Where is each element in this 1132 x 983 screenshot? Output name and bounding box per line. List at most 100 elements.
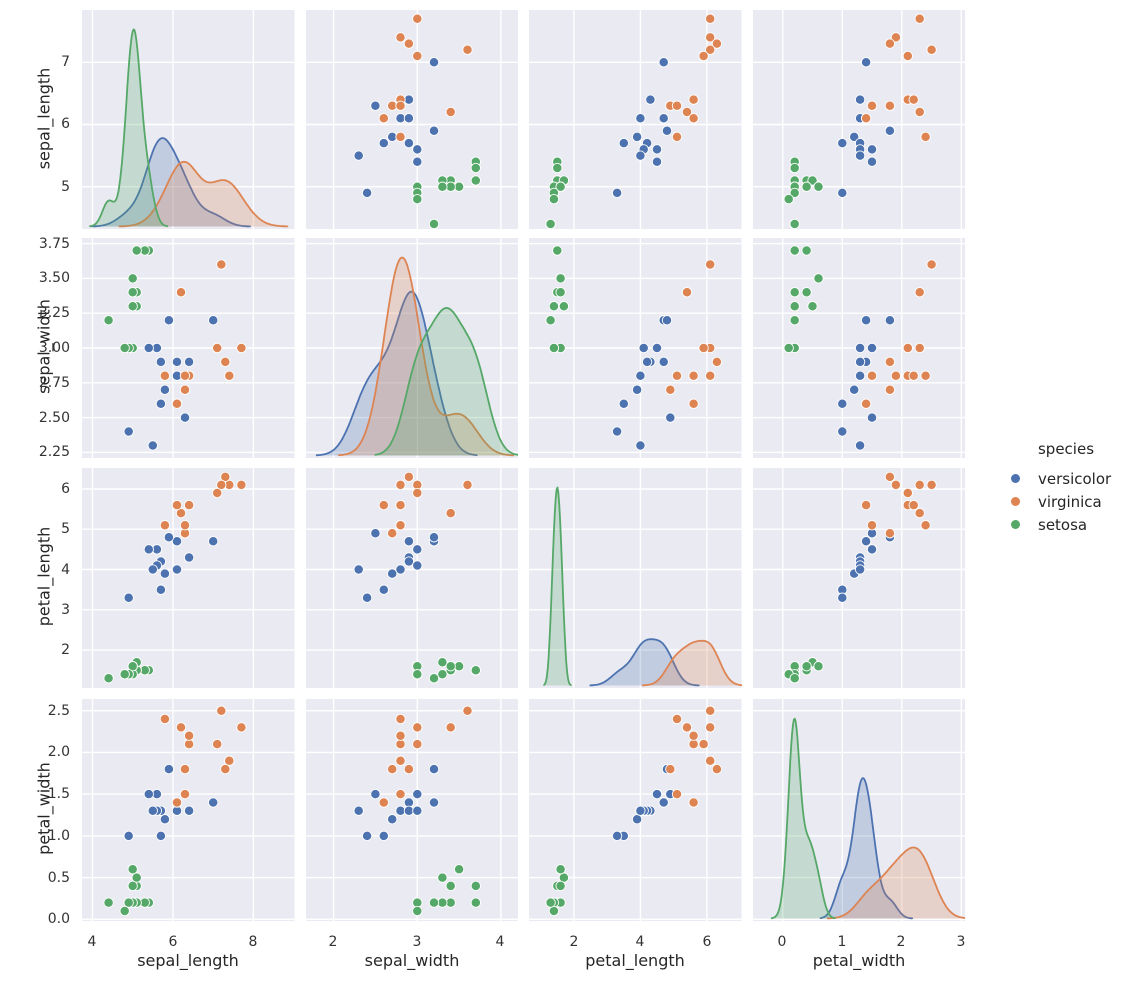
point-versicolor	[386, 814, 397, 825]
x-tick-label: 2	[328, 934, 338, 950]
point-versicolor	[618, 398, 629, 409]
point-versicolor	[378, 830, 389, 842]
point-setosa	[127, 301, 138, 312]
point-setosa	[800, 245, 812, 256]
point-virginica	[179, 370, 191, 381]
panel-scatter-sepal_length-vs-sepal_width	[305, 10, 518, 229]
point-versicolor	[866, 412, 877, 423]
point-versicolor	[403, 137, 414, 149]
legend-label-versicolor: versicolor	[1038, 469, 1112, 488]
point-versicolor	[428, 57, 439, 68]
point-virginica	[216, 259, 227, 270]
point-virginica	[445, 722, 456, 733]
kde-curve-versicolor	[819, 777, 913, 920]
point-virginica	[183, 730, 195, 741]
y-tick-label: 5	[61, 179, 70, 195]
panel-kde-petal_length	[529, 468, 742, 688]
y-tick-label: 2.50	[38, 410, 70, 426]
point-versicolor	[394, 564, 406, 575]
point-setosa	[411, 905, 422, 917]
point-virginica	[866, 370, 877, 381]
point-virginica	[671, 131, 683, 143]
point-virginica	[671, 788, 683, 800]
point-versicolor	[386, 568, 397, 579]
point-virginica	[216, 479, 227, 491]
kde-curve-versicolor	[589, 638, 700, 687]
point-virginica	[688, 730, 699, 741]
panel-scatter-sepal_width-vs-petal_length	[529, 238, 742, 458]
panel-scatter-petal_length-vs-sepal_width	[305, 468, 518, 688]
point-setosa	[127, 287, 138, 298]
legend-marker-versicolor-icon	[1011, 474, 1020, 483]
point-versicolor	[658, 57, 669, 68]
point-virginica	[902, 487, 913, 499]
point-versicolor	[171, 564, 183, 575]
point-versicolor	[361, 830, 372, 842]
y-tick-label: 5	[61, 521, 70, 537]
y-tick-label: 7	[61, 54, 70, 70]
point-setosa	[812, 661, 824, 672]
point-setosa	[789, 287, 800, 298]
point-virginica	[902, 342, 913, 354]
point-setosa	[470, 665, 481, 676]
point-virginica	[919, 131, 931, 143]
point-setosa	[548, 301, 560, 312]
point-virginica	[394, 730, 406, 741]
x-tick-label: 0	[777, 934, 787, 950]
x-tick-label: 4	[87, 934, 97, 950]
point-versicolor	[658, 113, 669, 124]
point-virginica	[171, 398, 183, 409]
point-versicolor	[618, 137, 629, 149]
panel-kde-petal_width	[752, 699, 965, 921]
point-setosa	[127, 880, 138, 892]
point-versicolor	[143, 342, 154, 354]
point-versicolor	[369, 788, 381, 800]
point-versicolor	[854, 150, 865, 161]
point-versicolor	[651, 342, 663, 354]
point-setosa	[131, 872, 142, 883]
y-tick-label: 3.00	[38, 340, 70, 356]
point-setosa	[103, 897, 114, 908]
point-virginica	[386, 528, 397, 539]
point-virginica	[681, 106, 693, 118]
point-versicolor	[403, 536, 414, 547]
point-virginica	[884, 38, 895, 49]
point-versicolor	[848, 131, 859, 143]
x-axis-label-petal-length: petal_length	[585, 951, 685, 970]
point-setosa	[119, 669, 130, 680]
y-tick-label: 6	[61, 116, 70, 132]
point-virginica	[386, 763, 397, 775]
x-tick-label: 3	[956, 934, 966, 950]
point-setosa	[812, 181, 824, 192]
panel-scatter-sepal_width-vs-petal_width	[752, 238, 965, 458]
point-versicolor	[163, 763, 175, 775]
point-setosa	[783, 193, 794, 205]
point-virginica	[212, 738, 223, 750]
panel-scatter-petal_length-vs-petal_width	[752, 468, 965, 688]
point-virginica	[925, 259, 937, 270]
point-virginica	[681, 287, 693, 298]
point-setosa	[119, 905, 130, 917]
point-versicolor	[836, 398, 847, 409]
point-virginica	[236, 722, 247, 733]
point-setosa	[800, 181, 812, 192]
point-virginica	[212, 487, 223, 499]
point-versicolor	[361, 592, 372, 603]
point-versicolor	[635, 440, 646, 451]
kde-fill-virginica	[338, 257, 513, 456]
point-virginica	[403, 38, 414, 49]
point-virginica	[688, 398, 699, 409]
point-virginica	[866, 520, 877, 531]
x-tick-label: 4	[635, 934, 645, 950]
point-versicolor	[651, 788, 663, 800]
point-versicolor	[860, 536, 871, 547]
kde-fill-versicolor	[316, 291, 477, 456]
point-versicolor	[353, 564, 364, 575]
point-virginica	[711, 356, 723, 368]
point-virginica	[688, 370, 699, 381]
kde-curve-setosa	[374, 307, 518, 456]
point-versicolor	[155, 398, 167, 409]
x-axis-label-sepal-width: sepal_width	[364, 951, 460, 970]
point-setosa	[789, 301, 800, 312]
